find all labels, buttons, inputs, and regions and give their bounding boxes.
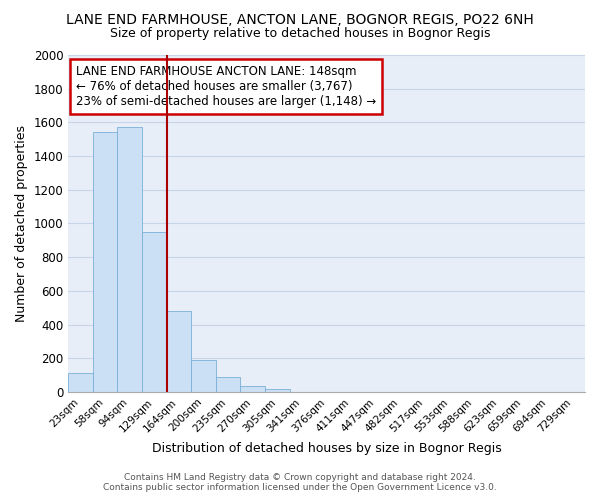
Y-axis label: Number of detached properties: Number of detached properties bbox=[15, 125, 28, 322]
Bar bbox=[68, 374, 93, 392]
Bar bbox=[191, 360, 216, 392]
Text: Contains HM Land Registry data © Crown copyright and database right 2024.
Contai: Contains HM Land Registry data © Crown c… bbox=[103, 473, 497, 492]
Bar bbox=[142, 232, 167, 392]
Text: LANE END FARMHOUSE, ANCTON LANE, BOGNOR REGIS, PO22 6NH: LANE END FARMHOUSE, ANCTON LANE, BOGNOR … bbox=[66, 12, 534, 26]
Text: Size of property relative to detached houses in Bognor Regis: Size of property relative to detached ho… bbox=[110, 28, 490, 40]
Bar bbox=[265, 388, 290, 392]
Bar bbox=[93, 132, 118, 392]
Bar bbox=[167, 311, 191, 392]
Text: LANE END FARMHOUSE ANCTON LANE: 148sqm
← 76% of detached houses are smaller (3,7: LANE END FARMHOUSE ANCTON LANE: 148sqm ←… bbox=[76, 65, 376, 108]
Bar bbox=[118, 128, 142, 392]
Bar bbox=[216, 377, 241, 392]
Bar bbox=[241, 386, 265, 392]
X-axis label: Distribution of detached houses by size in Bognor Regis: Distribution of detached houses by size … bbox=[152, 442, 502, 455]
